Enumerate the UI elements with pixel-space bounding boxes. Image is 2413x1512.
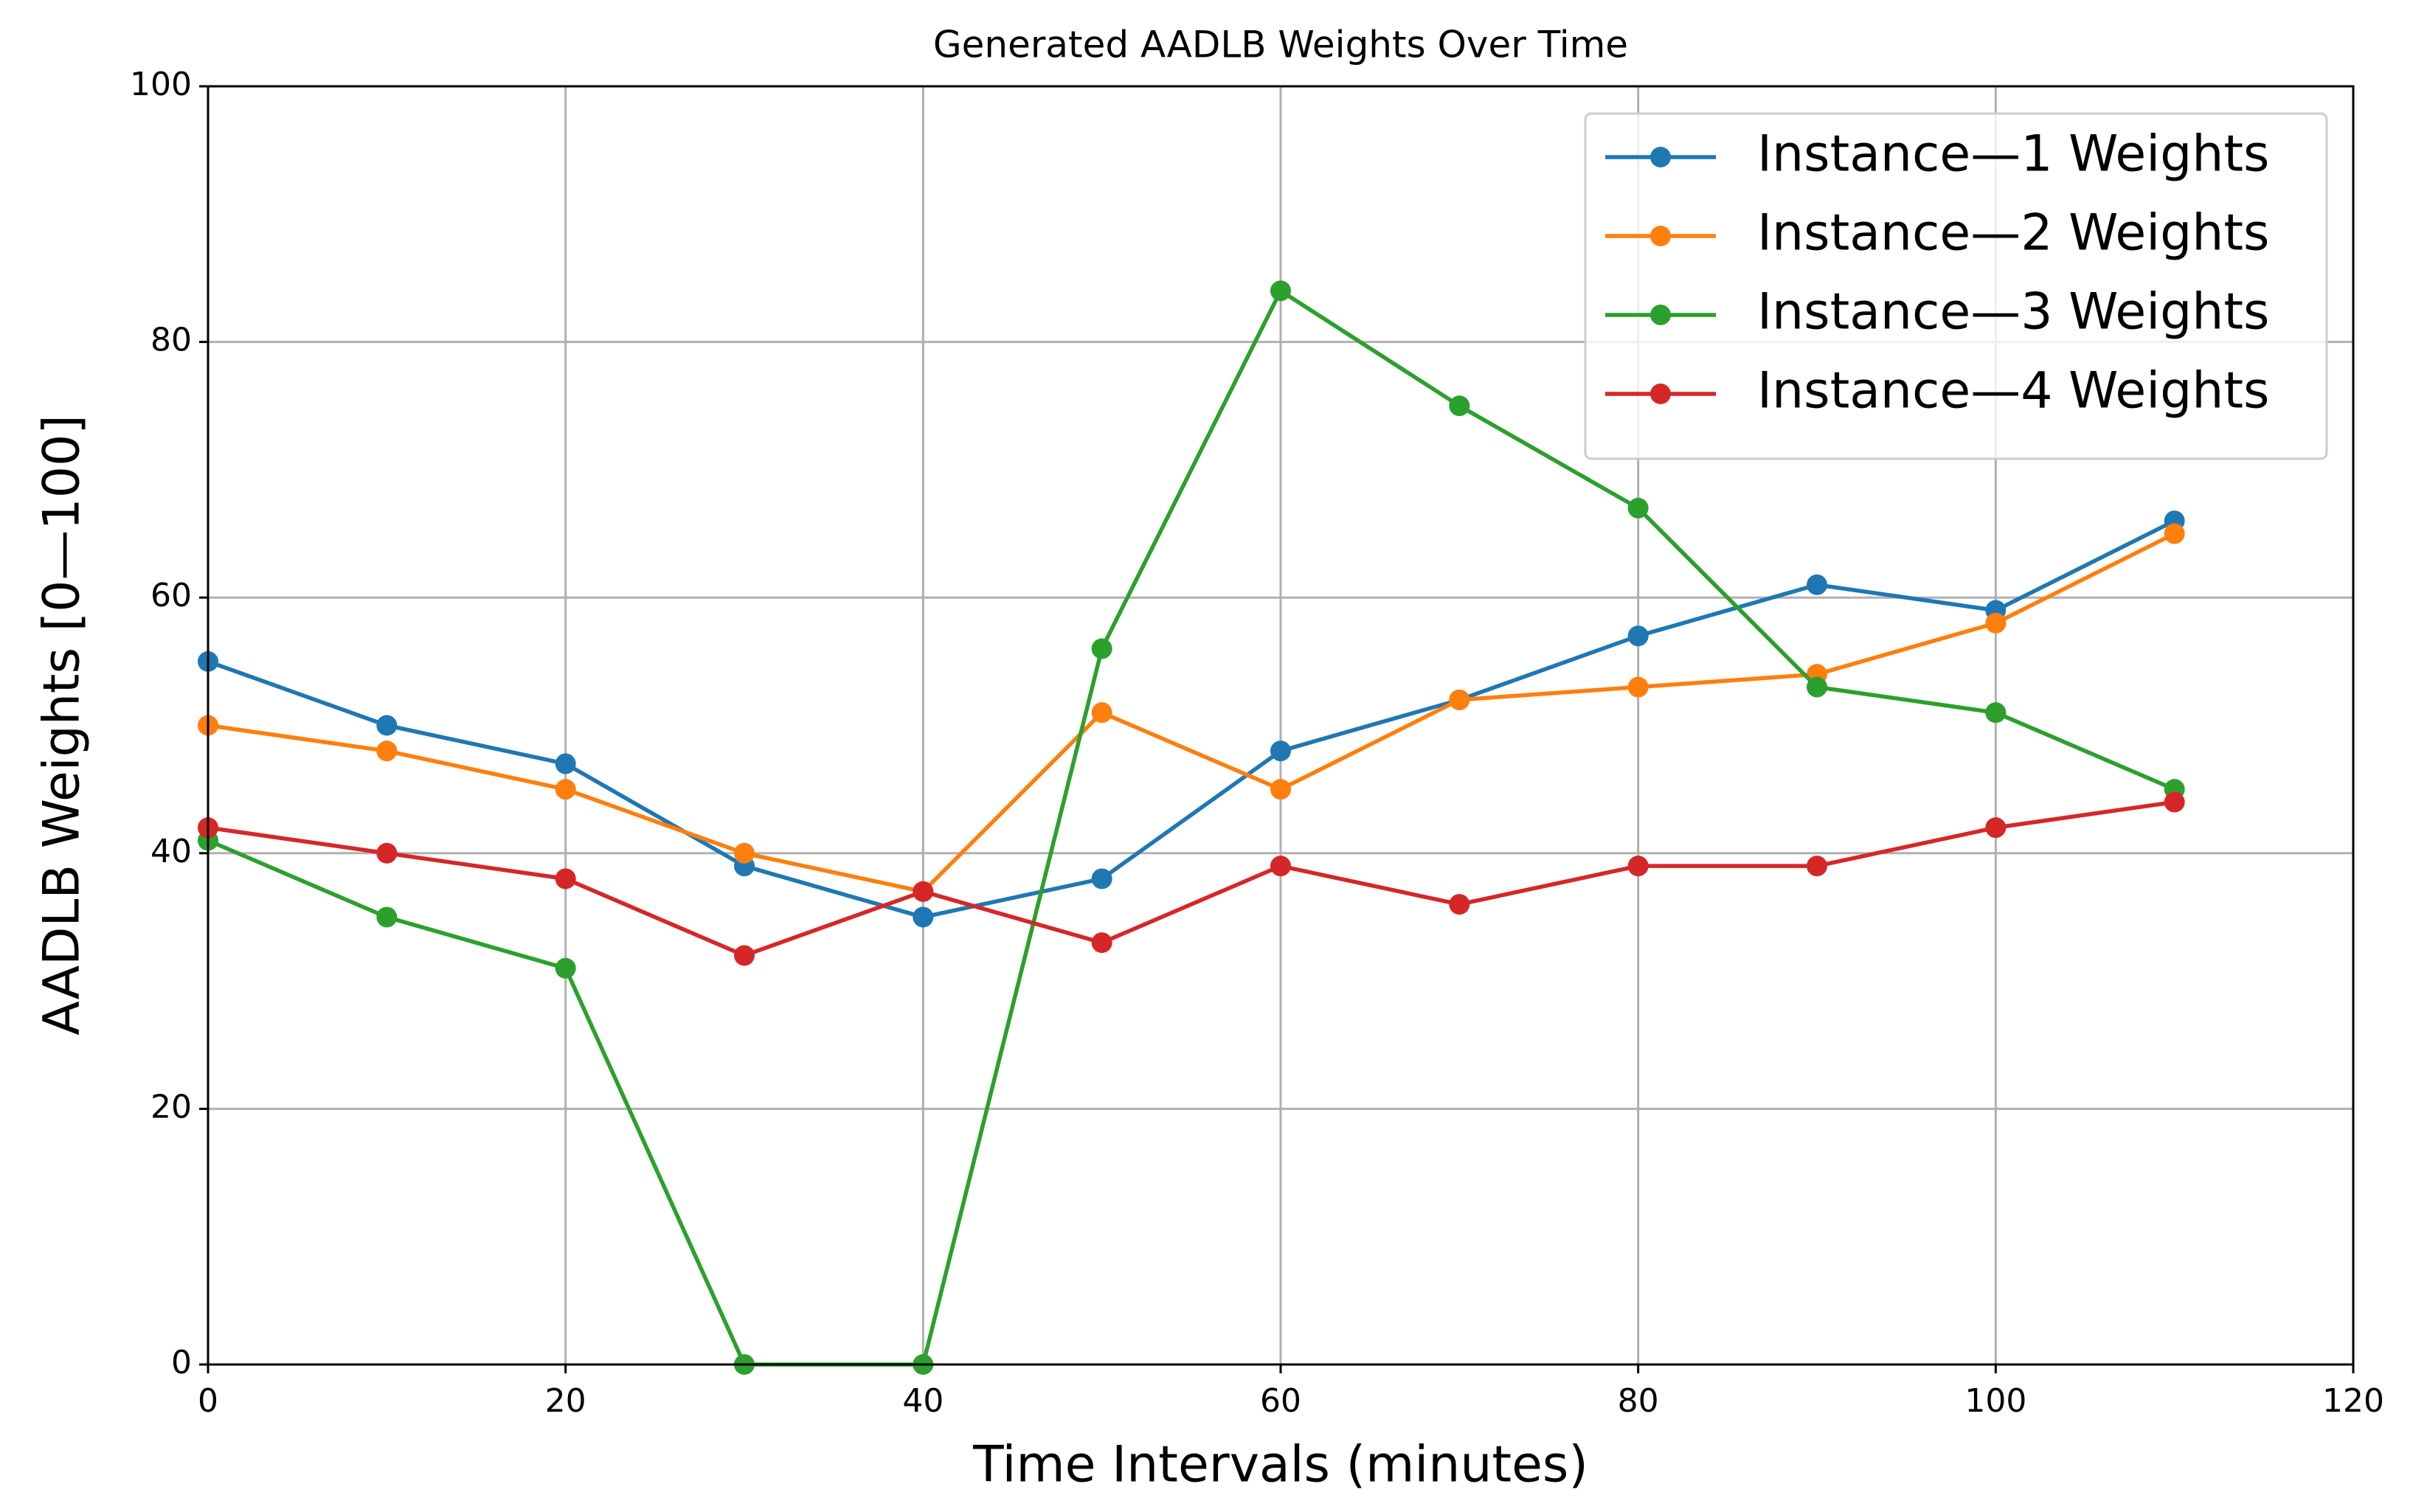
legend-marker [1650,384,1671,404]
series-line [207,532,2175,894]
y-axis-label: AADLB Weights [0—100] [33,415,91,1036]
data-point [734,842,755,864]
data-point [1449,894,1470,915]
data-point [376,741,398,762]
data-point [1807,676,1827,698]
data-point [555,779,576,800]
data-point [555,753,576,774]
y-tick-label: 80 [150,322,192,359]
data-point [376,906,398,928]
legend-marker [1650,305,1671,325]
data-point [1091,638,1112,659]
y-tick-label: 60 [150,577,192,614]
x-tick-label: 100 [1964,1382,2026,1420]
data-point [1091,868,1112,889]
legend-marker [1650,226,1671,246]
data-point [1449,689,1470,710]
data-point [913,881,934,902]
data-point [1270,741,1291,762]
series-line [207,519,2175,920]
data-point [1627,676,1649,698]
x-tick-label: 60 [1260,1382,1301,1420]
data-point [1627,856,1649,877]
data-point [1807,574,1827,595]
data-point [1627,625,1649,647]
legend-label: Instance—4 Weights [1757,362,2269,420]
data-point [1270,779,1291,800]
data-point [1270,280,1291,302]
y-tick-label: 0 [171,1344,192,1381]
data-point [1985,817,2007,839]
data-point [555,957,576,979]
plot-frame [207,85,2355,1366]
data-point [1091,932,1112,954]
data-point [1807,856,1827,877]
data-point [376,842,398,864]
x-tick-label: 120 [2322,1382,2384,1420]
x-tick-label: 20 [545,1382,586,1420]
x-axis-label: Time Intervals (minutes) [972,1436,1588,1494]
x-tick-label: 40 [902,1382,944,1420]
y-tick-label: 40 [150,833,192,870]
data-point [1449,395,1470,417]
data-point [2164,791,2185,813]
legend-marker [1650,147,1671,167]
data-point [913,906,934,928]
x-tick-label: 80 [1618,1382,1659,1420]
data-point [1985,702,2007,724]
data-point [555,868,576,889]
data-point [376,715,398,736]
y-tick-label: 20 [150,1088,192,1126]
legend-box [1584,112,2328,460]
series-line [207,288,2175,1367]
legend-label: Instance—2 Weights [1757,204,2269,263]
y-tick-label: 100 [130,66,192,103]
data-point [1627,497,1649,519]
data-point [1091,702,1112,724]
data-point [2164,523,2185,544]
data-point [1985,612,2007,634]
x-tick-label: 0 [198,1382,218,1420]
data-point [1270,856,1291,877]
chart-title: Generated AADLB Weights Over Time [933,24,1628,66]
data-point [734,945,755,966]
legend-label: Instance—3 Weights [1757,283,2269,341]
series-line [207,800,2175,958]
legend-label: Instance—1 Weights [1757,125,2269,184]
